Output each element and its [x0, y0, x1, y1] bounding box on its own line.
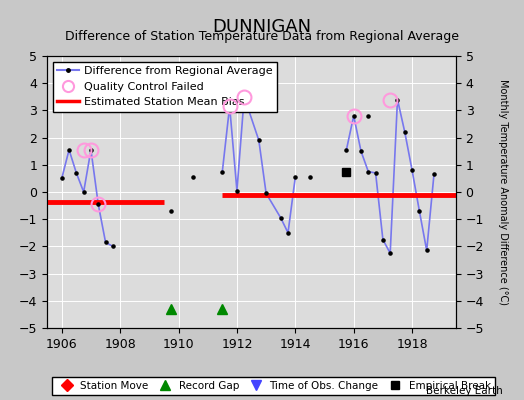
Legend: Station Move, Record Gap, Time of Obs. Change, Empirical Break: Station Move, Record Gap, Time of Obs. C… [52, 376, 495, 395]
Text: DUNNIGAN: DUNNIGAN [212, 18, 312, 36]
Text: Difference of Station Temperature Data from Regional Average: Difference of Station Temperature Data f… [65, 30, 459, 43]
Y-axis label: Monthly Temperature Anomaly Difference (°C): Monthly Temperature Anomaly Difference (… [498, 79, 508, 305]
Text: Berkeley Earth: Berkeley Earth [427, 386, 503, 396]
